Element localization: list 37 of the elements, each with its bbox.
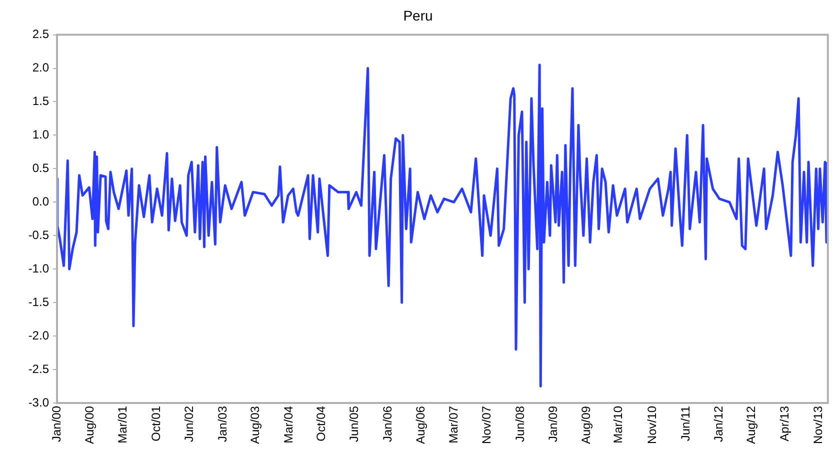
x-tick-label: Mar/07	[446, 406, 461, 444]
y-tick-label: -1.5	[28, 294, 50, 309]
x-tick-label: Aug/09	[579, 406, 594, 444]
x-tick-label: Jan/03	[215, 406, 230, 442]
y-tick-label: -2.5	[28, 362, 50, 376]
x-tick-label: Jun/08	[512, 406, 527, 442]
x-tick-label: Jun/11	[678, 406, 692, 442]
y-tick-label: 2.5	[32, 27, 50, 42]
y-tick-label: 1.5	[32, 94, 50, 108]
x-tick-label: Nov/07	[480, 406, 494, 444]
y-tick-label: -1.0	[28, 261, 50, 276]
x-tick-label: Apr/13	[778, 406, 792, 442]
x-tick-label: Mar/10	[611, 406, 626, 444]
x-tick-label: Aug/12	[744, 406, 758, 444]
x-tick-label: Aug/03	[248, 406, 262, 444]
y-tick-label: -3.0	[28, 395, 50, 410]
x-tick-label: Mar/04	[281, 406, 296, 444]
chart-title: Peru	[403, 7, 433, 24]
x-tick-label: Oct/01	[148, 406, 163, 442]
x-tick-label: Mar/01	[116, 406, 130, 444]
x-tick-label: Nov/13	[810, 406, 825, 444]
x-tick-label: Jun/05	[347, 406, 362, 442]
x-tick-label: Aug/06	[413, 406, 428, 444]
x-tick-label: Aug/00	[82, 406, 97, 444]
y-tick-label: 0.5	[32, 161, 50, 176]
x-tick-label: Oct/04	[314, 406, 328, 442]
x-tick-label: Jan/12	[711, 406, 726, 442]
y-tick-label: 0.0	[32, 194, 50, 208]
y-tick-label: 1.0	[32, 128, 50, 142]
x-tick-label: Nov/10	[645, 406, 660, 444]
x-tick-label: Jan/00	[49, 406, 64, 442]
y-tick-label: -2.0	[28, 328, 50, 342]
x-tick-label: Jan/09	[546, 406, 560, 442]
y-tick-label: 2.0	[32, 60, 50, 75]
x-tick-label: Jun/02	[182, 406, 196, 442]
x-tick-label: Jan/06	[380, 406, 394, 442]
y-tick-label: -0.5	[28, 228, 50, 242]
